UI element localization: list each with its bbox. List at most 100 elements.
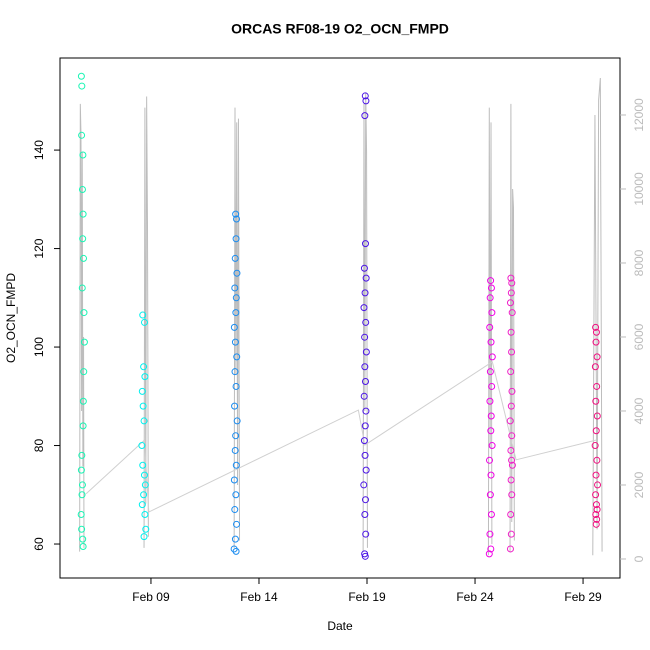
point: [138, 501, 146, 509]
point: [138, 442, 146, 450]
point: [506, 417, 514, 425]
point: [508, 348, 516, 356]
point: [78, 451, 86, 459]
point: [487, 471, 495, 479]
point: [140, 471, 148, 479]
y-tick-label: 140: [32, 140, 46, 160]
point: [507, 510, 515, 518]
point: [592, 323, 600, 331]
point: [231, 446, 239, 454]
point: [80, 309, 88, 317]
point: [506, 545, 514, 553]
y2-tick-label: 2000: [632, 471, 646, 498]
x-tick-label: Feb 14: [240, 590, 278, 604]
point: [79, 422, 87, 430]
x-tick-label: Feb 24: [456, 590, 494, 604]
point: [361, 112, 369, 120]
point: [486, 294, 494, 302]
point: [78, 481, 86, 489]
point: [360, 481, 368, 489]
point: [80, 368, 88, 376]
point: [232, 309, 240, 317]
point: [508, 309, 516, 317]
point: [233, 353, 241, 361]
point: [506, 299, 514, 307]
point: [487, 284, 495, 292]
point: [361, 451, 369, 459]
point: [80, 254, 88, 262]
point: [78, 185, 86, 193]
point: [487, 412, 495, 420]
point: [233, 520, 241, 528]
y-axis-label: O2_OCN_FMPD: [4, 273, 18, 363]
point: [362, 97, 370, 105]
point: [233, 215, 241, 223]
point: [508, 387, 516, 395]
point: [232, 210, 240, 218]
point: [592, 328, 600, 336]
point: [362, 530, 370, 538]
point: [231, 368, 239, 376]
point: [231, 402, 239, 410]
point: [78, 491, 86, 499]
point: [79, 542, 87, 550]
point: [231, 254, 239, 262]
point: [230, 323, 238, 331]
point: [78, 284, 86, 292]
point: [488, 382, 496, 390]
point: [77, 510, 85, 518]
y2-tick-label: 6000: [632, 323, 646, 350]
point: [139, 402, 147, 410]
point: [360, 304, 368, 312]
point: [594, 481, 602, 489]
point: [592, 397, 600, 405]
point: [362, 407, 370, 415]
point: [362, 274, 370, 282]
point: [488, 442, 496, 450]
point: [80, 338, 88, 346]
point: [360, 392, 368, 400]
x-tick-label: Feb 19: [348, 590, 386, 604]
point: [486, 368, 494, 376]
point: [142, 525, 150, 533]
point: [507, 368, 515, 376]
point: [488, 309, 496, 317]
point: [78, 525, 86, 533]
point: [508, 491, 516, 499]
point: [591, 363, 599, 371]
point: [231, 506, 239, 514]
y2-tick-label: 12000: [632, 98, 646, 132]
point: [232, 382, 240, 390]
point: [487, 510, 495, 518]
point: [592, 338, 600, 346]
point: [141, 481, 149, 489]
point: [361, 552, 369, 560]
y-tick-label: 80: [32, 439, 46, 453]
point: [361, 240, 369, 248]
point: [361, 363, 369, 371]
point: [141, 510, 149, 518]
point: [361, 510, 369, 518]
point: [486, 323, 494, 331]
point: [485, 550, 493, 558]
point: [77, 466, 85, 474]
y2-tick-label: 4000: [632, 397, 646, 424]
point: [593, 456, 601, 464]
point: [231, 338, 239, 346]
point: [232, 547, 240, 555]
point: [486, 491, 494, 499]
point: [508, 461, 516, 469]
point: [593, 412, 601, 420]
point: [232, 294, 240, 302]
point: [486, 397, 494, 405]
point: [486, 530, 494, 538]
point: [138, 387, 146, 395]
point: [231, 284, 239, 292]
point: [487, 338, 495, 346]
plot-frame: [59, 57, 621, 579]
y-tick-label: 100: [32, 337, 46, 357]
point: [507, 446, 515, 454]
point: [487, 277, 495, 285]
